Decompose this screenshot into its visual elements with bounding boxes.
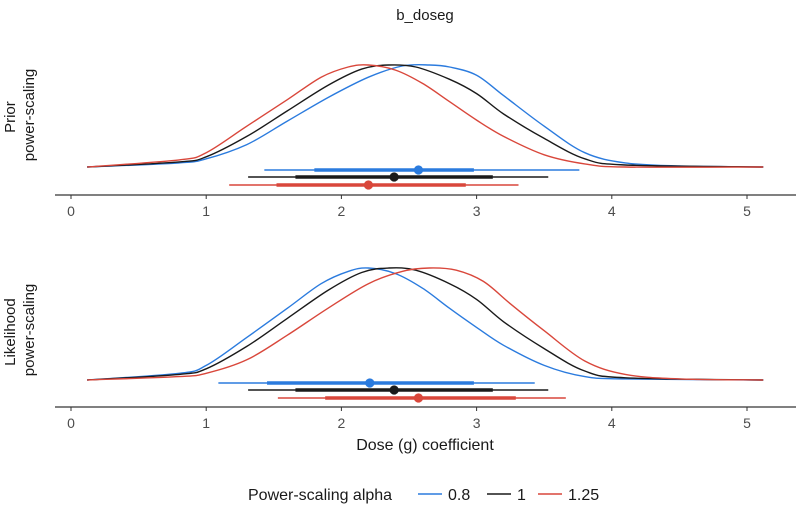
panel-likelihood-label-line2: power-scaling — [21, 284, 38, 377]
panel-prior-label-line1: Prior — [2, 101, 19, 133]
x-tick-label-prior-5: 5 — [743, 203, 751, 219]
density-curve-prior-1 — [87, 64, 764, 168]
panel-prior-label-line2: power-scaling — [21, 69, 38, 162]
panel-prior: Prior power-scaling 0 1 2 3 4 5 — [2, 63, 796, 219]
x-tick-label-prior-2: 2 — [338, 203, 346, 219]
point-estimate-likelihood-2 — [413, 393, 424, 403]
x-tick-label-likelihood-5: 5 — [743, 415, 751, 431]
point-estimate-likelihood-0 — [365, 378, 375, 388]
x-tick-label-likelihood-2: 2 — [338, 415, 346, 431]
point-estimate-prior-2 — [363, 180, 374, 190]
point-estimate-prior-0 — [413, 165, 424, 175]
density-curve-likelihood-0 — [87, 267, 764, 381]
density-curve-likelihood-1 — [87, 267, 764, 381]
x-tick-label-likelihood-0: 0 — [67, 415, 75, 431]
legend-label-2: 1.25 — [568, 487, 599, 504]
legend: Power-scaling alpha 0.8 1 1.25 — [248, 487, 599, 504]
x-tick-label-likelihood-3: 3 — [473, 415, 481, 431]
density-curve-likelihood-2 — [87, 267, 764, 381]
x-tick-label-prior-1: 1 — [202, 203, 210, 219]
panel-likelihood: Likelihood power-scaling 0 1 2 3 4 5 — [2, 267, 796, 431]
x-tick-label-likelihood-1: 1 — [202, 415, 210, 431]
x-tick-label-prior-4: 4 — [608, 203, 616, 219]
panel-prior-label: Prior power-scaling — [2, 69, 38, 162]
density-curve-prior-2 — [87, 64, 764, 168]
x-tick-label-prior-3: 3 — [473, 203, 481, 219]
x-axis-title: Dose (g) coefficient — [356, 437, 494, 454]
legend-title: Power-scaling alpha — [248, 487, 392, 504]
panel-likelihood-label-line1: Likelihood — [2, 298, 19, 366]
point-estimate-prior-1 — [389, 172, 399, 182]
panel-likelihood-label: Likelihood power-scaling — [2, 284, 38, 377]
density-curve-prior-0 — [87, 63, 764, 168]
chart-title: b_doseg — [396, 7, 454, 24]
point-estimate-likelihood-1 — [389, 385, 399, 395]
x-tick-label-likelihood-4: 4 — [608, 415, 616, 431]
legend-label-1: 1 — [517, 487, 526, 504]
x-tick-label-prior-0: 0 — [67, 203, 75, 219]
legend-label-0: 0.8 — [448, 487, 470, 504]
